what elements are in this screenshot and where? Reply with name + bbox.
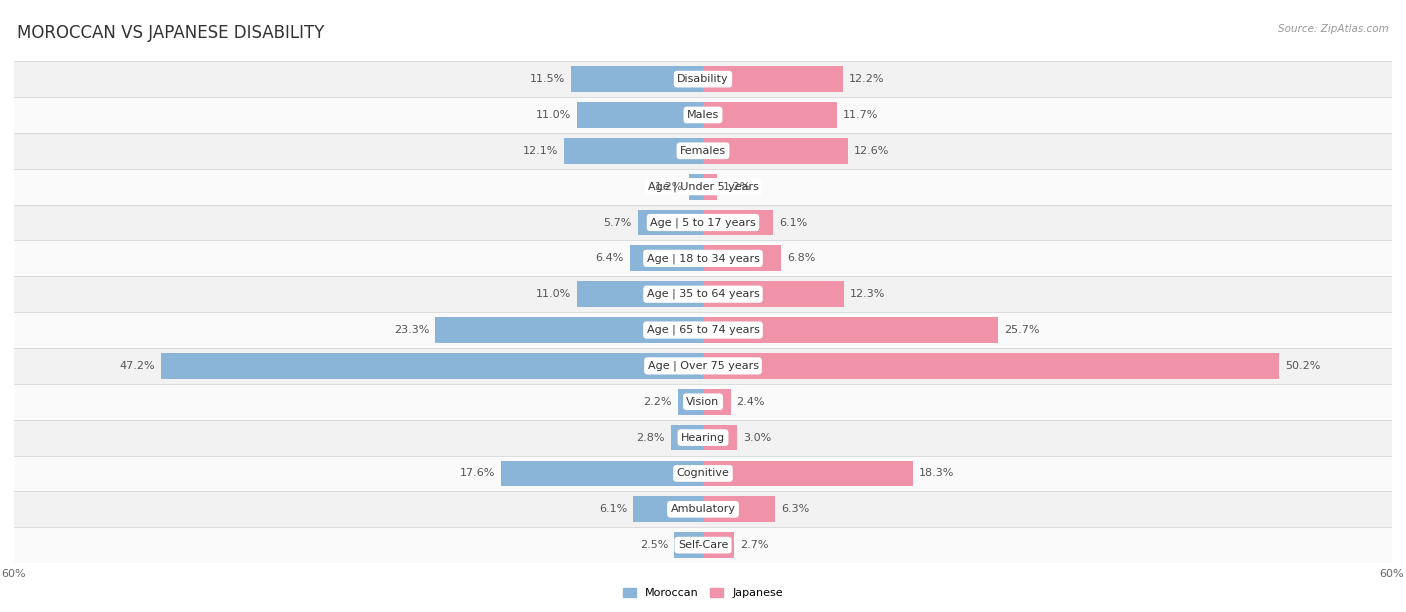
Text: 12.6%: 12.6% xyxy=(853,146,889,156)
Text: Vision: Vision xyxy=(686,397,720,407)
Bar xyxy=(14,348,1392,384)
Text: 23.3%: 23.3% xyxy=(394,325,430,335)
Text: Age | 65 to 74 years: Age | 65 to 74 years xyxy=(647,325,759,335)
Bar xyxy=(14,241,1392,276)
Text: Age | 35 to 64 years: Age | 35 to 64 years xyxy=(647,289,759,299)
Text: Age | 18 to 34 years: Age | 18 to 34 years xyxy=(647,253,759,264)
Bar xyxy=(678,389,703,415)
Text: MOROCCAN VS JAPANESE DISABILITY: MOROCCAN VS JAPANESE DISABILITY xyxy=(17,24,325,42)
Bar xyxy=(14,491,1392,527)
Text: 50.2%: 50.2% xyxy=(1285,361,1320,371)
Bar xyxy=(630,245,703,271)
Bar xyxy=(703,389,731,415)
Bar xyxy=(14,420,1392,455)
Text: Ambulatory: Ambulatory xyxy=(671,504,735,514)
Bar xyxy=(14,204,1392,241)
Text: Age | 5 to 17 years: Age | 5 to 17 years xyxy=(650,217,756,228)
Bar xyxy=(703,532,734,558)
Text: 25.7%: 25.7% xyxy=(1004,325,1039,335)
Bar xyxy=(671,425,703,450)
Bar xyxy=(162,353,703,379)
Bar xyxy=(576,282,703,307)
Text: 11.0%: 11.0% xyxy=(536,289,571,299)
Bar xyxy=(675,532,703,558)
Text: 3.0%: 3.0% xyxy=(744,433,772,442)
Bar xyxy=(501,460,703,487)
Text: 5.7%: 5.7% xyxy=(603,217,631,228)
Bar xyxy=(703,66,844,92)
Bar xyxy=(703,425,738,450)
Bar xyxy=(703,102,838,128)
Bar xyxy=(703,460,912,487)
Bar xyxy=(14,61,1392,97)
Text: Hearing: Hearing xyxy=(681,433,725,442)
Bar xyxy=(637,209,703,236)
Text: Females: Females xyxy=(681,146,725,156)
Bar xyxy=(14,312,1392,348)
Bar xyxy=(14,133,1392,169)
Text: Source: ZipAtlas.com: Source: ZipAtlas.com xyxy=(1278,24,1389,34)
Bar xyxy=(703,209,773,236)
Legend: Moroccan, Japanese: Moroccan, Japanese xyxy=(619,583,787,603)
Bar xyxy=(703,174,717,200)
Text: 1.2%: 1.2% xyxy=(655,182,683,192)
Bar xyxy=(703,353,1279,379)
Text: 6.3%: 6.3% xyxy=(782,504,810,514)
Text: Age | Under 5 years: Age | Under 5 years xyxy=(648,181,758,192)
Bar xyxy=(689,174,703,200)
Text: Cognitive: Cognitive xyxy=(676,468,730,479)
Text: 12.3%: 12.3% xyxy=(851,289,886,299)
Bar xyxy=(14,97,1392,133)
Text: 11.0%: 11.0% xyxy=(536,110,571,120)
Text: 11.7%: 11.7% xyxy=(844,110,879,120)
Text: 1.2%: 1.2% xyxy=(723,182,751,192)
Bar xyxy=(14,384,1392,420)
Text: Age | Over 75 years: Age | Over 75 years xyxy=(648,360,758,371)
Text: 2.7%: 2.7% xyxy=(740,540,768,550)
Text: 12.2%: 12.2% xyxy=(849,74,884,84)
Bar xyxy=(703,138,848,164)
Bar xyxy=(703,496,775,522)
Text: Disability: Disability xyxy=(678,74,728,84)
Text: 6.1%: 6.1% xyxy=(779,217,807,228)
Text: 2.5%: 2.5% xyxy=(640,540,669,550)
Text: Males: Males xyxy=(688,110,718,120)
Text: 6.1%: 6.1% xyxy=(599,504,627,514)
Text: 2.4%: 2.4% xyxy=(737,397,765,407)
Bar xyxy=(14,169,1392,204)
Bar xyxy=(703,317,998,343)
Text: Self-Care: Self-Care xyxy=(678,540,728,550)
Text: 47.2%: 47.2% xyxy=(120,361,155,371)
Text: 11.5%: 11.5% xyxy=(530,74,565,84)
Bar xyxy=(576,102,703,128)
Text: 6.4%: 6.4% xyxy=(595,253,624,263)
Bar xyxy=(14,276,1392,312)
Text: 18.3%: 18.3% xyxy=(920,468,955,479)
Bar xyxy=(436,317,703,343)
Text: 6.8%: 6.8% xyxy=(787,253,815,263)
Bar xyxy=(571,66,703,92)
Text: 2.2%: 2.2% xyxy=(644,397,672,407)
Text: 17.6%: 17.6% xyxy=(460,468,495,479)
Bar xyxy=(633,496,703,522)
Text: 2.8%: 2.8% xyxy=(637,433,665,442)
Bar xyxy=(14,527,1392,563)
Bar xyxy=(703,282,844,307)
Bar xyxy=(703,245,782,271)
Bar xyxy=(564,138,703,164)
Text: 12.1%: 12.1% xyxy=(523,146,558,156)
Bar xyxy=(14,455,1392,491)
